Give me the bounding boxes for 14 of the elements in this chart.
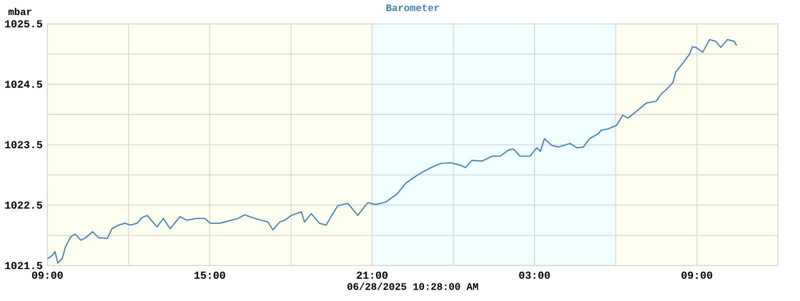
y-tick-label: 1023.5 <box>5 140 42 148</box>
y-axis-title: mbar <box>8 8 32 15</box>
y-tick-label: 1021.5 <box>5 262 42 269</box>
x-axis-title: 06/28/2025 10:28:00 AM <box>348 282 478 290</box>
x-tick-label: 09:00 <box>32 271 63 279</box>
line-series <box>47 38 738 264</box>
y-tick-label: 1024.5 <box>5 80 42 88</box>
x-tick-label: 15:00 <box>194 271 226 279</box>
chart-title: Barometer <box>386 4 439 11</box>
x-tick-label: 09:00 <box>682 271 712 279</box>
x-tick-label: 03:00 <box>519 271 550 279</box>
y-tick-label: 1022.5 <box>5 201 42 209</box>
x-tick-label: 21:00 <box>356 271 388 279</box>
y-tick-label: 1025.5 <box>5 20 42 28</box>
